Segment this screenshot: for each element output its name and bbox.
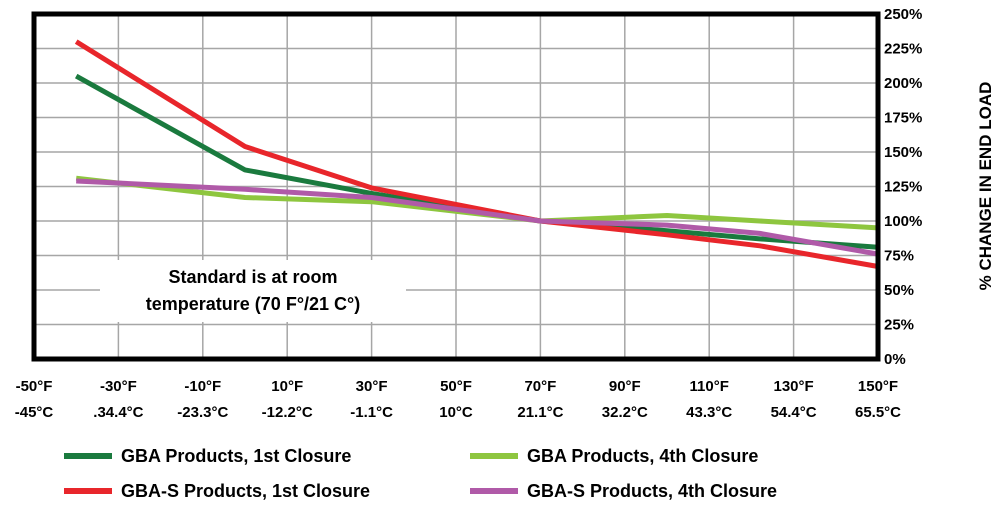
legend: GBA Products, 1st Closure GBA Products, 4…	[64, 446, 777, 501]
y-tick-label: 175%	[884, 110, 922, 127]
y-tick-label: 25%	[884, 317, 914, 334]
y-tick-label: 125%	[884, 179, 922, 196]
y-axis-label: % CHANGE IN END LOAD	[976, 82, 995, 291]
x-tick-label-c: -12.2°C	[262, 404, 313, 421]
x-tick-label-c: 54.4°C	[771, 404, 817, 421]
x-tick-label-c: -1.1°C	[350, 404, 393, 421]
x-tick-label-c: 10°C	[439, 404, 473, 421]
y-tick-label: 250%	[884, 6, 922, 23]
y-tick-label: 225%	[884, 41, 922, 58]
x-tick-label-f: 110°F	[690, 378, 729, 395]
x-axis: -50°F -45°C -30°F .34.4°C -10°F -23.3°C 10°F -1…	[15, 378, 901, 421]
x-tick-label-f: 10°F	[271, 378, 303, 395]
x-tick-label-c: 32.2°C	[602, 404, 648, 421]
annotation: Standard is at room temperature (70 F°/2…	[100, 260, 406, 322]
plot-frame	[31, 11, 881, 362]
annotation-line-1: Standard is at room	[168, 267, 338, 287]
x-tick-label-f: -50°F	[16, 378, 53, 395]
x-tick-label-f: 130°F	[773, 378, 813, 395]
y-tick-label: 150%	[884, 144, 922, 161]
series-lines	[74, 39, 879, 269]
y-tick-label: 100%	[884, 213, 922, 230]
x-tick-label-f: 50°F	[440, 378, 472, 395]
annotation-line-2: temperature (70 F°/21 C°)	[145, 294, 361, 314]
legend-label-3: GBA-S Products, 1st Closure	[121, 481, 370, 501]
x-tick-label-f: -10°F	[184, 378, 221, 395]
x-tick-label-f: 90°F	[609, 378, 641, 395]
legend-label-1: GBA Products, 1st Closure	[121, 446, 351, 466]
legend-label-2: GBA Products, 4th Closure	[527, 446, 758, 466]
x-tick-label-c: 65.5°C	[855, 404, 901, 421]
y-tick-label: 0%	[884, 351, 906, 368]
x-tick-label-f: 70°F	[524, 378, 556, 395]
x-tick-label-f: -30°F	[100, 378, 137, 395]
x-tick-label-c: -23.3°C	[177, 404, 228, 421]
y-tick-label: 50%	[884, 282, 914, 299]
x-tick-label-c: 43.3°C	[686, 404, 732, 421]
x-tick-label-f: 150°F	[858, 378, 898, 395]
legend-label-4: GBA-S Products, 4th Closure	[527, 481, 777, 501]
y-tick-label: 75%	[884, 248, 914, 265]
y-axis: 250% 225% 200% 175% 150% 125% 100% 75% 50% 25% 0%	[884, 6, 922, 368]
y-tick-label: 200%	[884, 75, 922, 92]
x-tick-label-f: 30°F	[356, 378, 388, 395]
x-tick-label-c: 21.1°C	[517, 404, 563, 421]
x-tick-label-c: .34.4°C	[93, 404, 143, 421]
x-tick-label-c: -45°C	[15, 404, 54, 421]
series-line-4	[76, 178, 879, 257]
